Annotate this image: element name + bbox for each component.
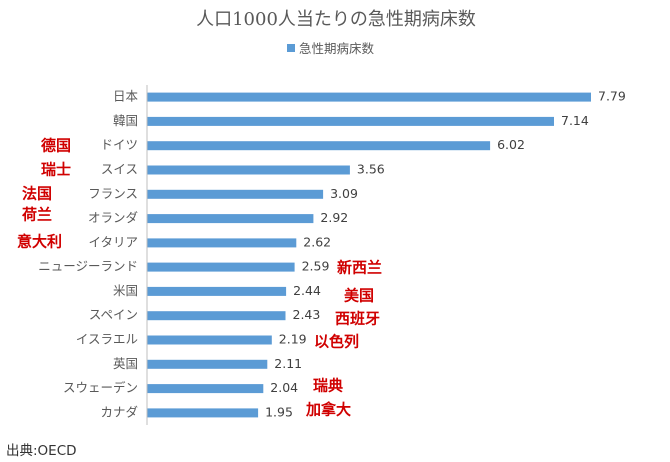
bar <box>147 262 295 272</box>
bar <box>147 116 554 126</box>
bar <box>147 384 264 394</box>
bar <box>147 408 259 418</box>
bar <box>147 165 350 175</box>
data-label: 1.95 <box>265 404 293 419</box>
data-label: 2.43 <box>293 307 321 322</box>
annotation-label: 加拿大 <box>305 401 351 419</box>
data-label: 7.79 <box>598 89 626 104</box>
legend-label: 急性期病床数 <box>299 41 375 56</box>
data-label: 3.09 <box>330 186 358 201</box>
category-tick-label: ドイツ <box>100 137 138 152</box>
annotation-label: 美国 <box>344 287 374 305</box>
category-labels: 日本韓国ドイツスイスフランスオランダイタリアニュージーランド米国スペインイスラエ… <box>38 89 138 420</box>
data-label: 2.44 <box>293 283 321 298</box>
category-tick-label: カナダ <box>100 404 138 419</box>
legend-swatch <box>287 44 295 52</box>
category-tick-label: 韓国 <box>113 113 138 128</box>
source-note: 出典:OECD <box>6 443 77 459</box>
category-tick-label: 米国 <box>113 283 138 298</box>
bar <box>147 286 287 296</box>
data-label: 2.92 <box>320 210 348 225</box>
category-tick-label: イタリア <box>88 234 138 249</box>
category-tick-label: イスラエル <box>76 332 138 347</box>
annotation-label: 瑞典 <box>313 377 343 395</box>
category-tick-label: スウェーデン <box>63 380 138 395</box>
bar <box>147 238 297 248</box>
value-labels: 7.79 7.14 6.02 3.56 3.09 2.92 2.62 2.59 2.44 2.43… <box>265 89 626 420</box>
annotation-label: 意大利 <box>17 233 62 251</box>
data-label: 7.14 <box>561 113 589 128</box>
annotation-label: 以色列 <box>314 333 359 351</box>
legend: 急性期病床数 <box>287 41 375 56</box>
annotation-label: 德国 <box>41 137 71 155</box>
data-label: 2.19 <box>279 332 307 347</box>
annotation-label: 西班牙 <box>335 310 380 328</box>
annotation-label: 瑞士 <box>41 161 71 179</box>
category-tick-label: スペイン <box>89 307 138 322</box>
category-tick-label: 日本 <box>113 89 139 104</box>
data-label: 6.02 <box>497 137 525 152</box>
bar <box>147 92 591 102</box>
category-tick-label: オランダ <box>88 210 138 225</box>
bar <box>147 335 272 345</box>
bar <box>147 141 491 151</box>
bar <box>147 359 268 369</box>
data-label: 2.04 <box>270 380 298 395</box>
annotation-label: 荷兰 <box>22 206 52 224</box>
bar <box>147 214 314 224</box>
category-tick-label: フランス <box>88 186 138 201</box>
data-label: 2.59 <box>302 259 330 274</box>
category-tick-label: ニュージーランド <box>38 259 138 274</box>
category-tick-label: スイス <box>101 162 138 177</box>
bar <box>147 189 324 199</box>
bar <box>147 311 286 321</box>
data-label: 2.62 <box>303 234 331 249</box>
annotation-label: 新西兰 <box>337 259 382 277</box>
data-label: 3.56 <box>357 162 385 177</box>
annotation-label: 法国 <box>22 185 52 203</box>
chart-title: 人口1000人当たりの急性期病床数 <box>196 9 476 30</box>
category-tick-label: 英国 <box>113 356 138 371</box>
bars-layer <box>147 92 591 418</box>
data-label: 2.11 <box>274 356 302 371</box>
